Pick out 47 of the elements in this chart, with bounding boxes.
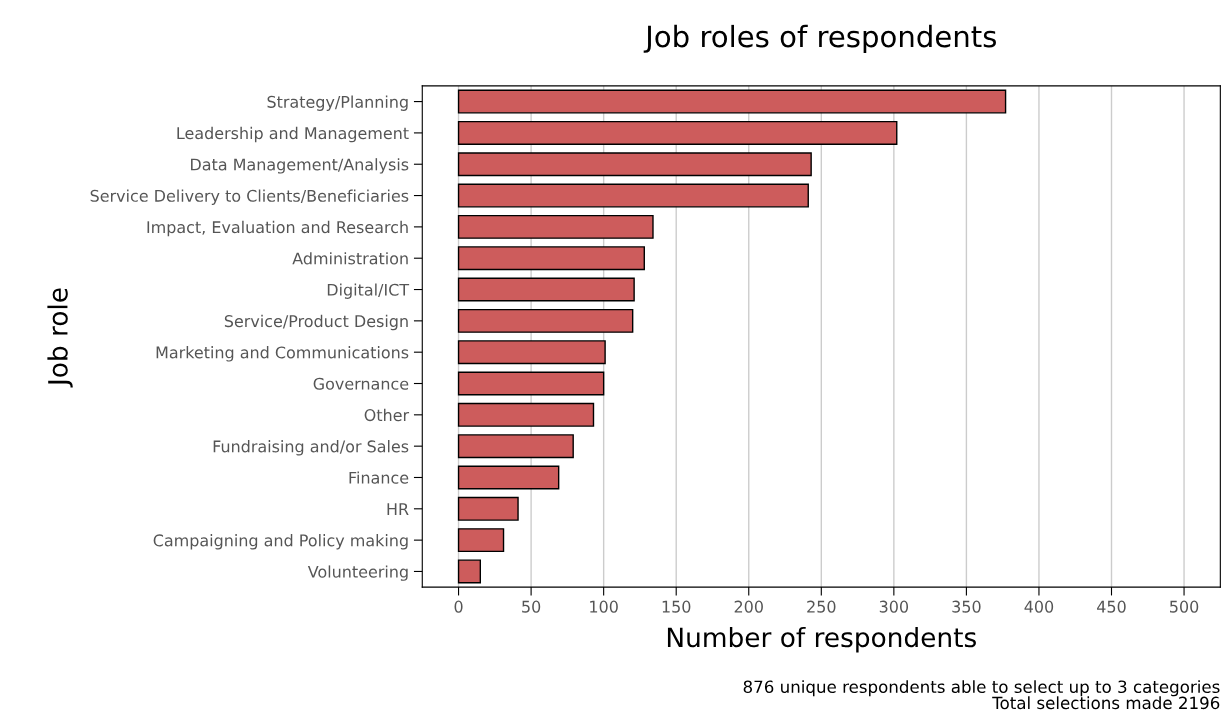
x-tick-label: 350 — [952, 600, 981, 613]
y-tick-label: Digital/ICT — [327, 283, 410, 299]
x-tick-label: 400 — [1024, 600, 1054, 613]
x-tick-label: 300 — [879, 600, 909, 613]
bar — [457, 246, 645, 271]
bar — [457, 434, 574, 459]
bar — [457, 340, 606, 365]
text: 876 unique respondents able to select up to 3 categories Total selections made 2196 — [743, 680, 1220, 710]
x-tick-label: 450 — [1097, 600, 1126, 613]
x-tick-label: 500 — [1170, 600, 1199, 613]
y-tick-label: Other — [364, 408, 410, 422]
y-tick-label: Administration — [292, 252, 408, 265]
bar — [457, 528, 505, 553]
bar — [457, 496, 519, 521]
y-tick-label: Campaigning and Policy making — [153, 534, 408, 550]
bar — [457, 559, 482, 584]
bar — [457, 120, 898, 145]
bar — [457, 465, 560, 490]
y-tick-label: Impact, Evaluation and Research — [147, 220, 408, 237]
y-tick-label: Volunteering — [307, 565, 408, 581]
chart-title: Job roles of respondents — [643, 24, 996, 54]
y-tick-label: Data Management/Analysis — [191, 158, 409, 174]
x-tick-label: 250 — [807, 600, 836, 613]
bar — [457, 402, 595, 427]
x-axis-title: Number of respondents — [667, 626, 976, 653]
y-axis-title: Job role — [47, 288, 73, 388]
y-tick-label: Fundraising and/or Sales — [213, 440, 409, 456]
y-tick-label: Finance — [349, 471, 409, 484]
bar — [457, 89, 1007, 114]
x-tick-label: 100 — [590, 600, 618, 613]
bar — [457, 214, 654, 239]
bar — [457, 308, 634, 333]
y-tick-label: Strategy/Planning — [267, 95, 408, 111]
bar — [457, 183, 809, 208]
bar — [457, 277, 635, 302]
y-tick-label: Marketing and Communications — [156, 346, 409, 362]
x-tick-label: 150 — [662, 600, 691, 613]
y-tick-label: Governance — [313, 377, 409, 390]
bar — [457, 152, 812, 177]
y-tick-label: HR — [387, 503, 409, 515]
bar — [457, 371, 605, 396]
x-tick-label: 0 — [454, 600, 463, 613]
y-tick-label: Service/Product Design — [224, 314, 408, 331]
x-tick-label: 200 — [734, 600, 763, 613]
x-tick-label: 50 — [522, 600, 541, 613]
y-tick-label: Service Delivery to Clients/Beneficiaries — [90, 189, 409, 205]
y-tick-label: Leadership and Management — [177, 126, 409, 143]
